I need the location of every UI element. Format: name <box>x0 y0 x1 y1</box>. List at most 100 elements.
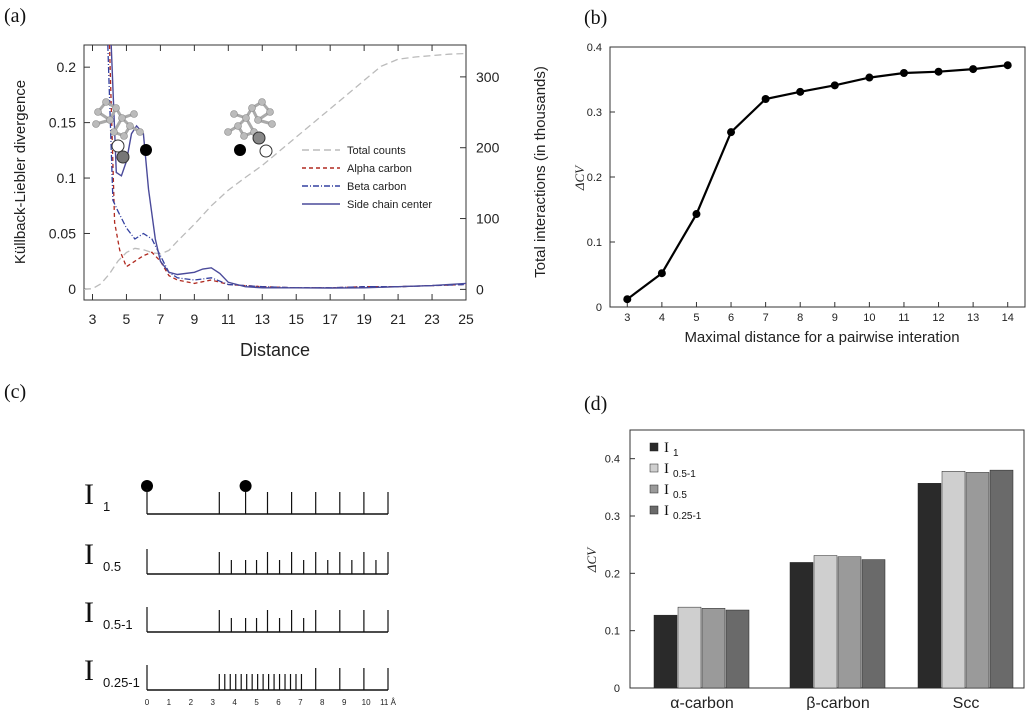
panel-d-chart: 00.10.20.30.4 α-carbon β-carbon Scc I 1I 0.5… <box>584 429 1025 710</box>
bar <box>725 609 750 689</box>
panel-a-y2tick-label: 300 <box>476 69 500 85</box>
panel-a-xtick-label: 13 <box>254 311 270 327</box>
panel-a-xtick-label: 5 <box>123 311 131 327</box>
panel-a-y2tick-label: 200 <box>476 140 500 156</box>
bar <box>813 555 838 689</box>
bar <box>677 606 702 689</box>
angstrom-label: 8 <box>320 698 325 707</box>
panel-a-xtick-label: 3 <box>89 311 97 327</box>
row-label-main: I <box>84 478 94 511</box>
molecule-atom <box>120 132 128 140</box>
angstrom-label: 7 <box>298 698 303 707</box>
panel-b-ytick-label: 0 <box>596 302 602 314</box>
panel-b-point <box>899 69 908 77</box>
panel-b-xlabel: Maximal distance for a pairwise interati… <box>684 329 959 346</box>
molecule-atom <box>94 108 102 116</box>
molecule-atom <box>110 128 118 136</box>
bar <box>789 562 814 689</box>
schematic-row: I 0.5-1 <box>84 596 389 633</box>
panel-a-series-line <box>110 45 466 289</box>
bar <box>941 471 966 689</box>
panel-b-point <box>1003 61 1012 70</box>
molecule-atom <box>254 116 262 124</box>
panel-a-ytick-label: 0 <box>68 281 76 297</box>
legend-label: Beta carbon <box>347 181 406 193</box>
panel-a-legend: Total counts Alpha carbon Beta carbon Side … <box>302 145 432 211</box>
panel-b-xtick-label: 5 <box>693 312 699 324</box>
panel-d-category-label: α-carbon <box>670 695 734 710</box>
angstrom-label: 6 <box>276 698 281 707</box>
angstrom-label: 11 Å <box>380 698 397 707</box>
molecule-atom <box>230 110 238 118</box>
panel-c-schematic: I 1I 0.5I 0.5-1I 0.25-10 1 2 3 4 5 6 7 8 9 10 11 Å <box>84 98 397 707</box>
molecule-atom <box>118 114 126 122</box>
panel-a-ytick-label: 0.15 <box>49 115 76 131</box>
molecule-atom <box>242 114 250 122</box>
angstrom-label: 1 <box>167 698 172 707</box>
distance-dot <box>239 480 252 492</box>
distance-dot <box>141 480 153 492</box>
molecule-atom <box>266 108 274 116</box>
panel-b-xtick-label: 7 <box>763 312 769 324</box>
panel-b-xtick-label: 13 <box>967 312 979 324</box>
legend-label: Alpha carbon <box>347 163 412 175</box>
row-label-main: I <box>84 654 94 687</box>
panel-d-category-label: β-carbon <box>806 695 869 710</box>
panel-b-point <box>692 210 701 219</box>
panel-label-d: (d) <box>584 393 607 415</box>
molecule-atom <box>240 132 248 140</box>
molecule-atom <box>106 116 114 124</box>
panel-b-point <box>969 65 978 74</box>
row-label-main: I <box>84 538 94 571</box>
panel-a-xtick-label: 17 <box>322 311 338 327</box>
panel-b-ylabel: ΔCV <box>572 164 587 191</box>
legend-label-sub: 1 <box>673 448 679 459</box>
panel-b-xtick-label: 9 <box>832 312 838 324</box>
schematic-row: I 0.25-1 <box>84 654 389 691</box>
panel-a-xtick-label: 11 <box>221 311 236 327</box>
molecule-atom <box>92 120 100 128</box>
panel-b-xtick-label: 14 <box>1002 312 1014 324</box>
molecule-atom <box>112 104 120 112</box>
legend-label-sub: 0.5-1 <box>673 469 696 480</box>
angstrom-label: 10 <box>362 698 371 707</box>
molecule-atom <box>130 110 138 118</box>
angstrom-label: 2 <box>189 698 194 707</box>
panel-d-ytick-label: 0.4 <box>605 454 620 466</box>
panel-b-point <box>727 128 736 137</box>
angstrom-label: 3 <box>211 698 216 707</box>
row-label-sub: 0.5 <box>103 559 121 574</box>
legend-label: Side chain center <box>347 199 432 211</box>
molecule-atom <box>258 98 266 106</box>
panel-b-point <box>761 95 770 103</box>
panel-d-ylabel: ΔCV <box>584 546 599 573</box>
panel-b-frame <box>609 46 1026 308</box>
bar <box>837 556 862 689</box>
molecule-illustrations <box>92 98 276 492</box>
legend-label: Total counts <box>347 145 406 157</box>
panel-d-ytick-label: 0.2 <box>605 568 620 580</box>
schematic-row: I 0.5 <box>84 538 389 575</box>
legend-label-main: I <box>664 461 669 477</box>
molecule-atom <box>136 128 144 136</box>
panel-b-xtick-label: 6 <box>728 312 734 324</box>
legend-label-main: I <box>664 503 669 519</box>
bar <box>861 559 886 689</box>
bar <box>989 469 1014 689</box>
black-atom <box>234 144 246 156</box>
panel-a-y2tick-label: 100 <box>476 211 500 227</box>
panel-label-b: (b) <box>584 7 607 29</box>
panel-b-line <box>626 64 1008 301</box>
panel-b-xtick-label: 11 <box>898 312 909 324</box>
panel-d-ytick-label: 0 <box>614 683 620 695</box>
panel-b-xtick-label: 3 <box>624 312 630 324</box>
panel-a-y2label: Total interactions (in thousands) <box>532 66 549 278</box>
panel-a-xtick-label: 21 <box>390 311 406 327</box>
open-atom <box>259 144 273 158</box>
angstrom-label: 0 <box>145 698 150 707</box>
angstrom-label: 4 <box>232 698 237 707</box>
molecule-atom <box>234 122 242 130</box>
panel-a-xtick-label: 15 <box>288 311 304 327</box>
row-label-main: I <box>84 596 94 629</box>
